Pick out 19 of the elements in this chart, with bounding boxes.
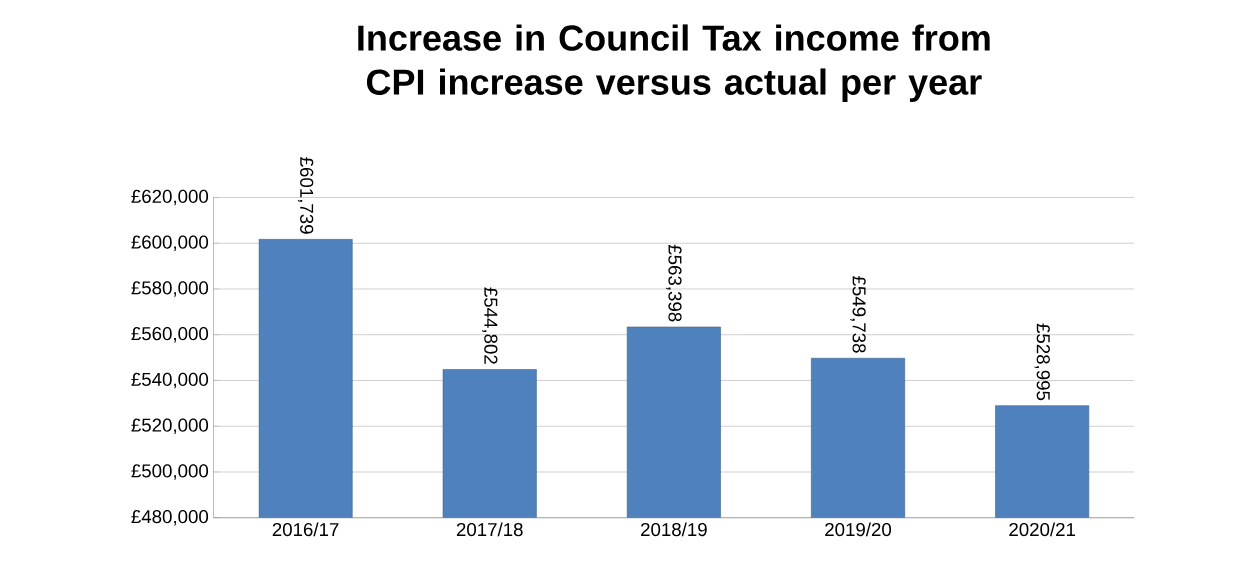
data-label: £544,802 xyxy=(482,287,498,364)
chart-title: Increase in Council Tax income from CPI increase versus actual per year xyxy=(358,24,990,102)
y-tick-label: £560,000 xyxy=(131,326,209,343)
data-label: £601,739 xyxy=(297,156,314,234)
x-tick-label: 2017/18 xyxy=(456,522,523,536)
y-tick-label: £540,000 xyxy=(131,372,209,388)
x-tick-label: 2020/21 xyxy=(1009,522,1076,536)
y-tick-label: £480,000 xyxy=(131,509,209,526)
y-tick-label: £520,000 xyxy=(131,418,209,434)
y-tick-label: £620,000 xyxy=(131,189,209,205)
y-tick-label: £500,000 xyxy=(131,464,209,480)
data-label: £563,398 xyxy=(666,244,682,322)
data-label: £549,738 xyxy=(850,275,866,353)
data-label: £528,995 xyxy=(1034,323,1050,400)
x-tick-label: 2018/19 xyxy=(641,522,707,536)
x-tick-label: 2016/17 xyxy=(272,522,339,536)
y-tick-label: £580,000 xyxy=(131,281,209,297)
x-tick-label: 2019/20 xyxy=(825,522,892,536)
y-tick-label: £600,000 xyxy=(131,235,209,251)
